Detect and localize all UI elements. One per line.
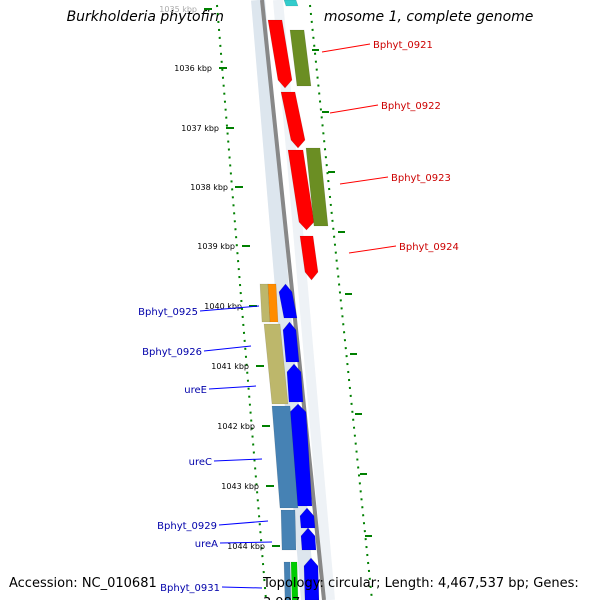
gene-bphyt-0925 [278,283,298,319]
gene-urea [300,527,317,551]
label-leader [219,541,273,544]
label-leader [208,385,257,390]
label-leader [321,43,371,53]
red-gene-label: Bphyt_0923 [391,173,451,184]
blue-gene-label: ureC [189,457,212,468]
track-band [222,0,372,600]
track-guides [216,0,373,600]
label-leader [213,458,263,462]
position-ticks: 1035 kbp 1036 kbp 1037 kbp 1038 kbp 1039 kbp… [159,5,372,551]
green-block [290,561,299,600]
label-leader [329,104,379,114]
accession-label: Accession: NC_010681 [9,576,157,591]
olive-block-1 [289,29,312,87]
tick-label: 1038 kbp [190,183,228,192]
label-leader [221,586,263,589]
tick-label: 1039 kbp [197,242,235,251]
blue-gene-label: Bphyt_0931 [160,583,220,594]
label-leader [339,176,389,185]
steelblue-block-2 [280,509,297,551]
gene-bphyt-0922 [280,91,306,149]
label-leader [199,305,260,312]
label-leader [203,345,252,352]
gene-partial-top [283,0,299,7]
steelblue-block-3 [283,561,292,600]
olive-block-2 [305,147,329,227]
inner-dotted-boundary [216,4,267,600]
tick-label: 1042 kbp [217,422,255,431]
orange-block [267,283,279,323]
gene-bphyt-0931 [303,557,320,600]
tick-label: 1037 kbp [181,124,219,133]
gene-bphyt-0926 [282,321,300,363]
blue-gene-label: Bphyt_0926 [142,347,202,358]
red-gene-label: Bphyt_0921 [373,40,433,51]
tick-label: 1035 kbp [159,5,197,14]
blue-gene-label: ureA [195,539,218,550]
gene-bphyt-0924 [299,235,319,281]
tick-label: 1040 kbp [204,302,242,311]
steelblue-block-1 [271,405,299,509]
gene-bphyt-0921 [267,19,293,89]
genome-summary: Topology: circular; Length: 4,467,537 bp… [263,576,579,600]
tick-label: 1041 kbp [211,362,249,371]
gene-bphyt-0923 [287,149,315,231]
tick-label: 1036 kbp [174,64,212,73]
blue-gene-label: Bphyt_0925 [138,307,198,318]
label-leader [348,245,397,254]
label-leader [218,520,269,526]
red-gene-label: Bphyt_0924 [399,242,459,253]
features [259,0,329,600]
red-gene-label: Bphyt_0922 [381,101,441,112]
tick-label: 1044 kbp [227,542,265,551]
tan-block-2 [263,323,289,405]
blue-gene-label: Bphyt_0929 [157,521,217,532]
blue-gene-label: ureE [184,385,207,396]
gene-uree [286,363,304,403]
tick-label: 1043 kbp [221,482,259,491]
feature-labels: Bphyt_0921 Bphyt_0922 Bphyt_0923 Bphyt_0924… [138,40,459,594]
